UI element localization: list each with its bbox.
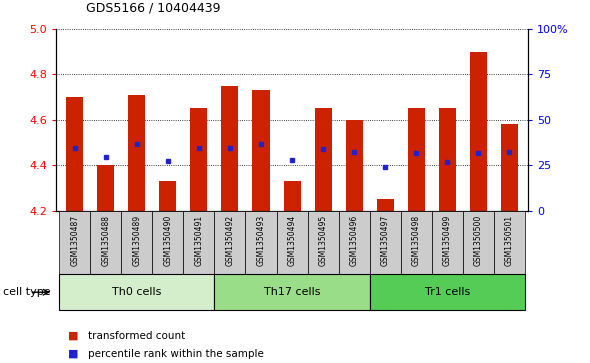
Bar [307,211,339,274]
Bar [370,274,525,310]
Bar [122,211,152,274]
Text: GSM1350488: GSM1350488 [101,215,110,266]
Text: transformed count: transformed count [88,331,186,341]
Text: GSM1350495: GSM1350495 [319,215,327,266]
Text: GSM1350491: GSM1350491 [194,215,204,266]
Bar [59,211,90,274]
Bar [401,211,432,274]
Text: GSM1350493: GSM1350493 [257,215,266,266]
Bar [494,211,525,274]
Bar [214,274,370,310]
Text: GSM1350500: GSM1350500 [474,215,483,266]
Text: GSM1350496: GSM1350496 [350,215,359,266]
Bar [214,211,245,274]
Text: GSM1350492: GSM1350492 [225,215,234,266]
Text: GSM1350497: GSM1350497 [381,215,390,266]
Bar [346,120,363,211]
Bar [314,109,332,211]
Text: GSM1350498: GSM1350498 [412,215,421,266]
Text: GSM1350501: GSM1350501 [505,215,514,266]
Bar [408,109,425,211]
Bar [66,97,83,211]
Bar [376,199,394,211]
Text: cell type: cell type [3,287,51,297]
Bar [463,211,494,274]
Bar [284,181,300,211]
Text: ■: ■ [68,331,78,341]
Bar [277,211,307,274]
Text: percentile rank within the sample: percentile rank within the sample [88,349,264,359]
Bar [221,86,238,211]
Bar [432,211,463,274]
Bar [339,211,370,274]
Bar [439,109,456,211]
Bar [253,90,270,211]
Text: Th17 cells: Th17 cells [264,287,320,297]
Text: GSM1350499: GSM1350499 [443,215,452,266]
Bar [183,211,214,274]
Bar [501,124,518,211]
Bar [370,211,401,274]
Bar [97,165,114,211]
Bar [59,274,214,310]
Text: Tr1 cells: Tr1 cells [425,287,470,297]
Bar [159,181,176,211]
Text: GSM1350494: GSM1350494 [287,215,297,266]
Text: GSM1350487: GSM1350487 [70,215,79,266]
Bar [90,211,122,274]
Text: GDS5166 / 10404439: GDS5166 / 10404439 [86,1,220,15]
Bar [245,211,277,274]
Text: Th0 cells: Th0 cells [112,287,162,297]
Bar [470,52,487,211]
Text: GSM1350490: GSM1350490 [163,215,172,266]
Bar [191,109,208,211]
Text: ■: ■ [68,349,78,359]
Bar [152,211,183,274]
Text: GSM1350489: GSM1350489 [132,215,141,266]
Bar [128,95,145,211]
